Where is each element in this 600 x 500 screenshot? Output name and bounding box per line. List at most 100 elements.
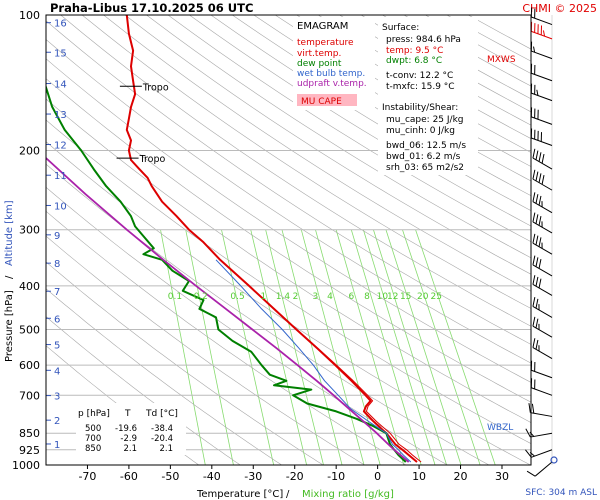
wind-barb <box>530 41 553 60</box>
wind-barb-feather <box>535 298 539 309</box>
t-mxfc: t-mxfc: 15.9 °C <box>386 82 455 92</box>
wind-barb <box>530 63 553 82</box>
temperature-tick-label: -10 <box>327 470 345 483</box>
mixing-ratio-line <box>160 229 206 465</box>
temperature-tick-label: -50 <box>161 470 179 483</box>
wind-barb-staff <box>531 16 553 26</box>
wind-barb-feather <box>532 169 536 180</box>
altitude-tick-label: 14 <box>54 80 67 91</box>
wind-barb <box>532 275 553 296</box>
y-axis-title-pressure: Pressure [hPa] <box>4 290 15 362</box>
pressure-tick-label: 300 <box>19 224 40 237</box>
wind-barb <box>532 316 553 338</box>
wind-barb-staff <box>532 284 553 296</box>
wind-barb-feather <box>532 255 536 266</box>
wind-barb <box>530 360 553 379</box>
mixing-ratio-label: 12 <box>387 292 398 302</box>
wind-barb-feather <box>535 339 539 350</box>
table-cell: 850 <box>85 444 101 454</box>
mixing-ratio-label: 0.1 <box>168 292 182 302</box>
wind-barb-feather <box>532 148 536 159</box>
table-cell: 2.1 <box>123 444 137 454</box>
surface-title: Surface: <box>382 23 419 33</box>
x-axis-title: Temperature [°C] / Mixing ratio [g/kg] <box>196 489 394 500</box>
legend: EMAGRAM temperature virt.temp. dew point… <box>293 17 375 110</box>
mixing-ratio-label: 1.4 <box>276 292 291 302</box>
virtual-temperature-line <box>219 259 422 463</box>
wind-barb-feather <box>538 259 542 269</box>
table-cell: 500 <box>85 424 101 434</box>
mixing-ratio-lines <box>160 229 496 465</box>
dry-adiabat <box>146 15 531 259</box>
wind-barb-staff <box>532 157 553 170</box>
altitude-tick-label: 11 <box>54 171 67 182</box>
dry-adiabat <box>468 15 531 50</box>
legend-item-wet-bulb: wet bulb temp. <box>297 69 365 79</box>
wind-barbs <box>525 7 558 477</box>
wind-barb <box>530 378 553 396</box>
table-cell: -38.4 <box>151 424 173 434</box>
wind-barb-feather <box>538 216 542 226</box>
table-cell: 2.1 <box>159 444 173 454</box>
wind-barb <box>532 233 553 255</box>
wet-bulb-line <box>215 259 412 463</box>
table-header-td: Td [°C] <box>145 409 178 419</box>
legend-title: EMAGRAM <box>297 21 348 32</box>
wind-barb <box>526 461 553 477</box>
x-axis-title-temp: Temperature [°C] <box>196 489 283 500</box>
wind-barb-staff <box>531 387 553 396</box>
wind-barb-feather <box>535 235 539 246</box>
wind-barb-feather <box>538 152 542 162</box>
wind-barb-staff <box>532 306 553 318</box>
mixing-ratio-line <box>385 229 462 465</box>
wind-barb-feather <box>538 173 542 183</box>
wind-barb-feather <box>542 30 546 37</box>
mixing-ratio-line <box>185 229 234 465</box>
credit-text: CHMI © 2025 <box>522 2 597 15</box>
pressure-tick-label: 1000 <box>12 459 40 472</box>
temperature-tick-label: 0 <box>374 470 381 483</box>
mixing-ratio-label: 15 <box>400 292 411 302</box>
altitude-tick-label: 3 <box>54 392 60 403</box>
altitude-tick-label: 15 <box>54 48 67 59</box>
wind-barb <box>532 212 553 234</box>
surface-dwpt: dwpt: 6.8 °C <box>386 56 442 66</box>
pressure-tick-label: 925 <box>19 444 40 457</box>
mixing-ratio-line <box>250 229 308 465</box>
wind-barb-feather <box>535 194 539 204</box>
temperature-tick-label: 20 <box>454 470 468 483</box>
profile-lines <box>46 15 422 463</box>
wind-barb <box>530 107 553 125</box>
dry-adiabat <box>60 15 531 327</box>
parcel-line <box>46 156 410 463</box>
mixing-ratio-line <box>402 229 481 465</box>
parameters-box <box>378 17 478 175</box>
wind-barb-feather <box>532 192 536 202</box>
wind-barb-feather <box>538 195 542 206</box>
station-title: Praha-Libus <box>50 1 127 15</box>
wind-barb-feather <box>538 278 542 289</box>
mxws-label: MXWS <box>487 55 516 65</box>
mixing-ratio-label: 4 <box>327 292 333 302</box>
wbzl-label: WBZL <box>487 423 513 433</box>
wind-barb-staff <box>532 325 553 338</box>
mixing-ratio-label: 2 <box>293 292 299 302</box>
wind-barb-feather <box>526 470 536 477</box>
mixing-ratio-label: 10 <box>377 292 389 302</box>
dry-adiabat <box>46 58 531 383</box>
dry-adiabat <box>232 15 531 197</box>
wind-barb-feather <box>535 257 539 267</box>
bwd-06-value: bwd_06: 12.5 m/s <box>386 141 466 151</box>
wind-barb-staff <box>532 201 553 214</box>
altitude-tick-label: 6 <box>54 314 60 325</box>
dry-adiabats <box>46 15 531 465</box>
x-axis-title-mix: Mixing ratio [g/kg] <box>302 489 394 500</box>
altitude-tick-label: 1 <box>54 440 60 451</box>
wind-barb <box>532 169 553 191</box>
parameters-panel: Surface: press: 984.6 hPa temp: 9.5 °C d… <box>378 17 478 175</box>
mixing-ratio-line <box>350 229 422 465</box>
wind-barb <box>528 403 553 417</box>
